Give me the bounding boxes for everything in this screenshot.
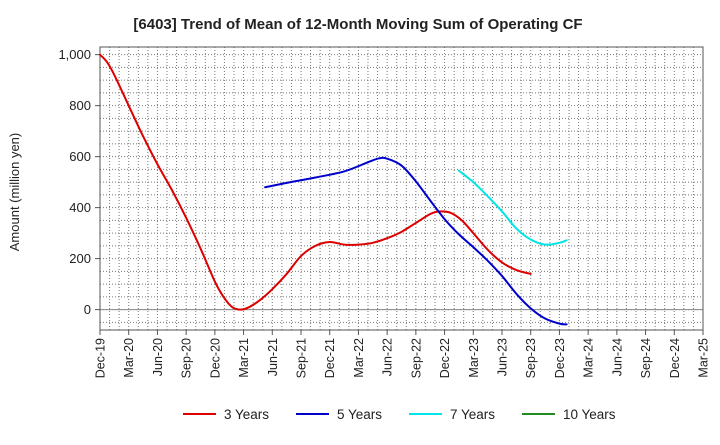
series-line-3-years (99, 53, 532, 311)
series-line-7-years (457, 169, 568, 246)
x-tick-label: Mar-25 (697, 338, 711, 378)
x-tick-label: Jun-23 (496, 338, 510, 376)
plot-background (100, 47, 703, 330)
legend-label-7-years: 7 Years (450, 407, 495, 422)
x-tick-label: Mar-22 (352, 338, 366, 378)
legend-label-10-years: 10 Years (563, 407, 616, 422)
x-tick-label: Dec-22 (438, 338, 452, 378)
x-tick-label: Sep-23 (524, 338, 538, 378)
plot-frame (99, 46, 704, 331)
x-tick-label: Jun-22 (381, 338, 395, 376)
legend-label-5-years: 5 Years (337, 407, 382, 422)
y-axis-label: Amount (million yen) (7, 133, 22, 252)
y-tick-label: 1,000 (58, 47, 91, 62)
series-line-5-years (264, 156, 568, 326)
x-tick-label: Dec-20 (208, 338, 222, 378)
chart-title: [6403] Trend of Mean of 12-Month Moving … (133, 16, 582, 33)
y-tick-label: 800 (69, 98, 91, 113)
x-tick-label: Sep-22 (409, 338, 423, 378)
legend-label-3-years: 3 Years (224, 407, 269, 422)
x-tick-label: Mar-21 (237, 338, 251, 378)
x-tick-label: Jun-24 (610, 338, 624, 376)
x-tick-label: Mar-23 (467, 338, 481, 378)
y-tick-label: 200 (69, 251, 91, 266)
y-tick-label: 600 (69, 149, 91, 164)
y-tick-label: 0 (84, 302, 91, 317)
x-tick-label: Dec-21 (323, 338, 337, 378)
y-tick-label: 400 (69, 200, 91, 215)
x-tick-label: Jun-21 (266, 338, 280, 376)
x-tick-label: Sep-24 (639, 338, 653, 378)
x-tick-label: Sep-21 (295, 338, 309, 378)
x-tick-label: Mar-24 (582, 338, 596, 378)
x-tick-label: Dec-23 (553, 338, 567, 378)
plot-area: 0 200 400 600 800 1,000 Dec-19 Mar-20 Jun-20 Sep-… (58, 46, 711, 422)
x-tick-label: Dec-19 (94, 338, 108, 378)
x-tick-label: Sep-20 (180, 338, 194, 378)
x-tick-label: Dec-24 (668, 338, 682, 378)
x-tick-label: Jun-20 (151, 338, 165, 376)
x-tick-label: Mar-20 (122, 338, 136, 378)
